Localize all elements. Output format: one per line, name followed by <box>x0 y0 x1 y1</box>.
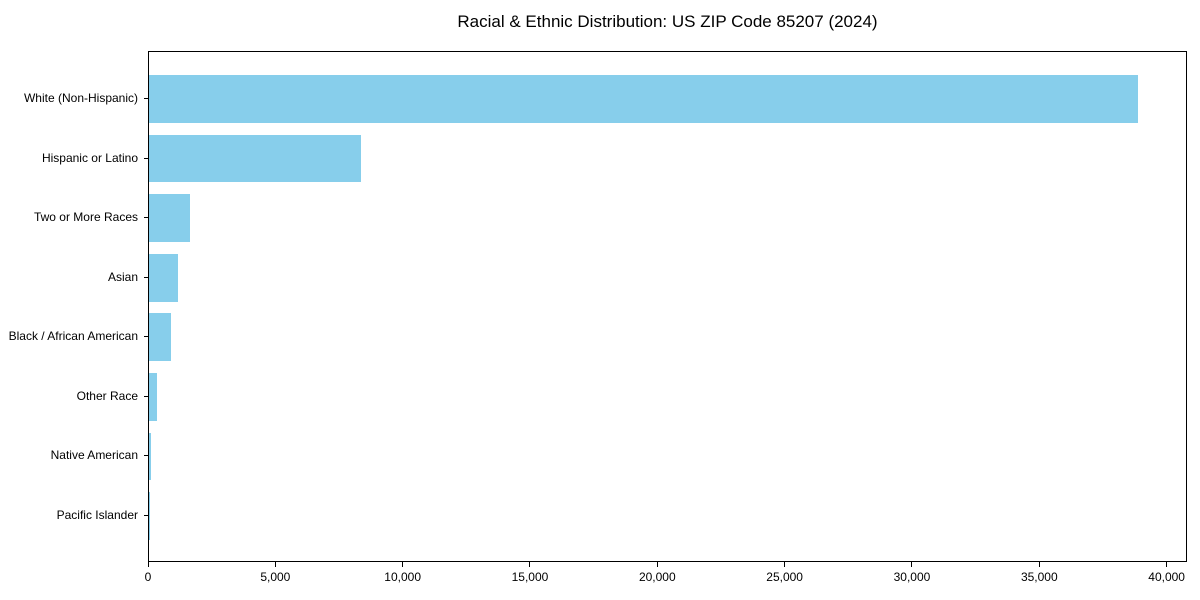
x-tick-label: 5,000 <box>260 570 291 584</box>
y-tick-label: White (Non-Hispanic) <box>23 91 138 106</box>
y-tick-label: Native American <box>50 448 138 463</box>
bar <box>149 75 1138 123</box>
y-tick-label: Two or More Races <box>33 210 138 225</box>
plot-area <box>148 51 1187 562</box>
y-tick-label: Hispanic or Latino <box>41 150 138 165</box>
y-tick-label: Black / African American <box>8 329 138 344</box>
y-tick-mark <box>144 157 148 159</box>
x-tick-label: 35,000 <box>1020 570 1058 584</box>
bar <box>149 313 171 362</box>
x-tick-mark <box>147 562 149 567</box>
y-tick-label: Pacific Islander <box>56 507 138 522</box>
y-tick-mark <box>144 217 148 219</box>
x-tick-label: 30,000 <box>893 570 931 584</box>
chart-title: Racial & Ethnic Distribution: US ZIP Cod… <box>457 12 878 31</box>
x-tick-mark <box>1038 562 1040 567</box>
x-tick-mark <box>529 562 531 567</box>
x-tick-mark <box>1166 562 1168 567</box>
x-tick-label: 10,000 <box>384 570 421 584</box>
y-tick-label: Other Race <box>76 388 138 403</box>
x-tick-mark <box>911 562 913 567</box>
y-tick-mark <box>144 336 148 338</box>
x-tick-mark <box>402 562 404 567</box>
y-tick-mark <box>144 455 148 457</box>
y-tick-mark <box>144 276 148 278</box>
x-tick-mark <box>274 562 276 567</box>
y-tick-label: Asian <box>107 269 138 284</box>
bar <box>149 194 190 242</box>
x-tick-mark <box>784 562 786 567</box>
x-tick-label: 25,000 <box>766 570 803 584</box>
bar <box>149 492 150 540</box>
bar <box>149 373 157 421</box>
bar <box>149 134 361 183</box>
x-tick-label: 0 <box>144 570 152 584</box>
x-tick-mark <box>656 562 658 567</box>
x-tick-label: 20,000 <box>638 570 676 584</box>
y-tick-mark <box>144 514 148 516</box>
bar <box>149 253 179 302</box>
y-tick-mark <box>144 98 148 100</box>
x-tick-label: 40,000 <box>1148 570 1185 584</box>
y-tick-mark <box>144 395 148 397</box>
x-tick-label: 15,000 <box>511 570 549 584</box>
bar <box>149 432 152 481</box>
